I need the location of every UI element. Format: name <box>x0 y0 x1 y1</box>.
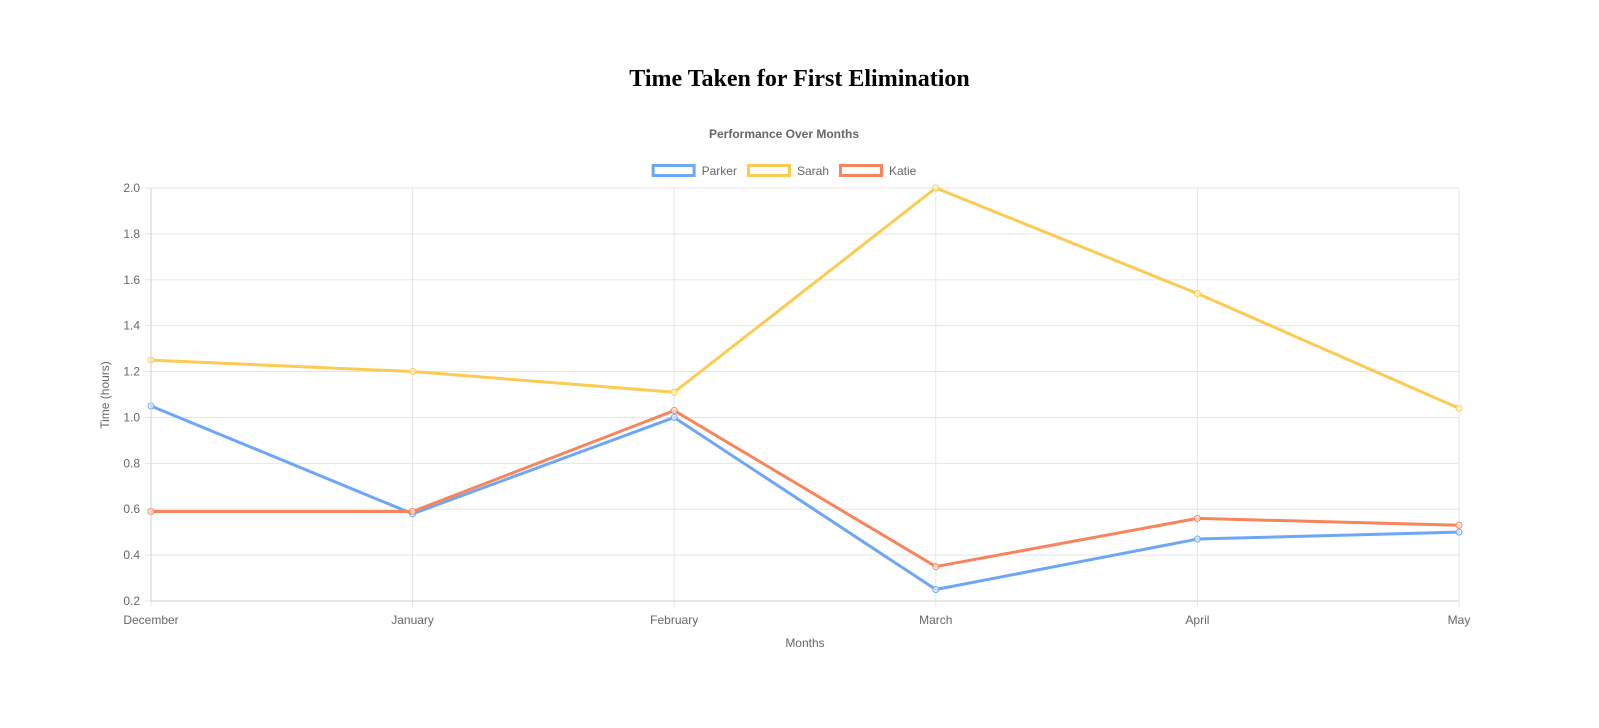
legend-label: Katie <box>889 164 917 178</box>
data-point-katie[interactable] <box>932 563 940 571</box>
legend-item-parker[interactable]: Parker <box>651 164 737 178</box>
y-tick-label: 0.6 <box>123 502 140 516</box>
chart-grid <box>145 187 1460 607</box>
series-line-katie <box>149 409 1461 569</box>
data-point-parker[interactable] <box>670 413 678 421</box>
y-tick-label: 1.0 <box>123 410 140 424</box>
legend-label: Parker <box>702 164 737 178</box>
x-tick-label: March <box>919 613 952 627</box>
y-tick-label: 2.0 <box>123 181 140 195</box>
data-point-parker[interactable] <box>932 586 940 594</box>
y-tick-label: 1.8 <box>123 227 140 241</box>
chart-axes: 2.0 1.8 1.6 1.4 1.2 1.0 0.8 0.6 0.4 0.2 December Ja… <box>123 181 1470 627</box>
x-axis-title: Months <box>785 636 824 650</box>
legend-item-sarah[interactable]: Sarah <box>746 164 829 178</box>
x-tick-label: December <box>123 613 178 627</box>
data-point-katie[interactable] <box>1193 514 1201 522</box>
data-point-sarah[interactable] <box>932 184 940 192</box>
data-point-parker[interactable] <box>1193 535 1201 543</box>
data-point-sarah[interactable] <box>1193 290 1201 298</box>
y-tick-label: 1.2 <box>123 365 140 379</box>
x-tick-label: February <box>650 613 698 627</box>
legend-item-katie[interactable]: Katie <box>839 164 917 178</box>
legend-label: Sarah <box>797 164 829 178</box>
x-tick-label: January <box>391 613 434 627</box>
y-axis-title: Time (hours) <box>98 361 112 429</box>
data-point-katie[interactable] <box>409 508 417 516</box>
data-point-sarah[interactable] <box>409 368 417 376</box>
legend-swatch <box>746 164 791 177</box>
data-point-sarah[interactable] <box>670 388 678 396</box>
data-point-sarah[interactable] <box>1455 404 1463 412</box>
legend-swatch <box>839 164 884 177</box>
legend-swatch <box>651 164 696 177</box>
y-tick-label: 0.2 <box>123 594 140 608</box>
chart-legend: Parker Sarah Katie <box>651 164 917 178</box>
y-tick-label: 1.4 <box>123 319 140 333</box>
chart-subtitle: Performance Over Months <box>709 127 859 141</box>
x-tick-label: May <box>1448 613 1471 627</box>
data-point-parker[interactable] <box>1455 528 1463 536</box>
series-line-sarah <box>149 186 1461 410</box>
chart-series <box>147 184 1463 594</box>
x-tick-label: April <box>1185 613 1209 627</box>
data-point-katie[interactable] <box>670 407 678 415</box>
y-tick-label: 1.6 <box>123 273 140 287</box>
page-title: Time Taken for First Elimination <box>629 66 970 92</box>
series-line-parker <box>149 404 1461 592</box>
y-tick-label: 0.8 <box>123 456 140 470</box>
y-tick-label: 0.4 <box>123 548 140 562</box>
data-point-katie[interactable] <box>1455 521 1463 529</box>
